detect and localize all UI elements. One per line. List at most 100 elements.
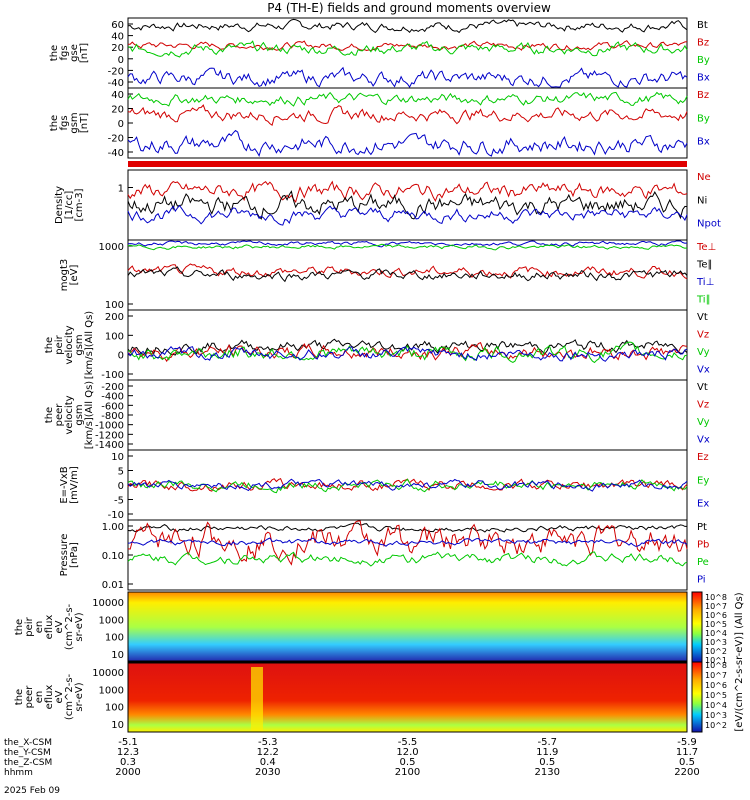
y-tick-label: -40 <box>108 148 124 159</box>
panel-2 <box>128 161 687 167</box>
x-row-value: 0.4 <box>260 757 276 768</box>
y-tick-label: 200 <box>105 312 124 323</box>
colorbar-tick: 10^4 <box>705 701 727 710</box>
y-tick-label: -200 <box>101 382 124 393</box>
x-row-value: 0.5 <box>679 757 695 768</box>
legend-By: By <box>697 113 710 124</box>
legend-Vz: Vz <box>697 330 709 341</box>
y-tick-label: 0 <box>118 119 124 130</box>
colorbar: 10^810^710^610^510^410^310^210^110^810^7… <box>691 591 745 733</box>
y-axis-label: peer <box>54 403 65 427</box>
series-Bx <box>127 129 688 157</box>
panel-6: -200-400-600-800-1000-1200-1400 the peer ve… <box>44 379 710 451</box>
y-tick-label: 100 <box>105 703 124 714</box>
y-tick-label: 0 <box>118 55 124 66</box>
y-axis-label: eflux <box>44 615 55 640</box>
y-tick-label: -20 <box>108 134 124 145</box>
status-bar <box>128 161 687 167</box>
colorbar-tick: 10^7 <box>705 602 727 611</box>
series-Bx <box>127 66 688 88</box>
y-tick-label: 10000 <box>92 668 124 679</box>
y-tick-label: 60 <box>111 20 124 31</box>
legend-Vx: Vx <box>697 435 710 446</box>
legend-Te∥: Te∥ <box>696 260 713 271</box>
colorbar-tick: 10^5 <box>705 691 727 700</box>
colorbar-tick: 10^8 <box>705 661 727 670</box>
x-row-value: 12.3 <box>117 747 139 758</box>
y-axis-label: E=-VxB <box>59 466 70 503</box>
legend-Ti⊥: Ti⊥ <box>696 277 714 288</box>
y-tick-label: -20 <box>108 66 124 77</box>
panel-1: 40 20 0 -20 -40 the fgs gsm [nT] Bz By Bx <box>49 87 710 159</box>
series-Pb <box>127 520 688 566</box>
spectro-feature <box>250 667 263 732</box>
series-Vx <box>127 346 688 362</box>
y-tick-label: 1000 <box>99 242 124 253</box>
y-axis-label: (cm^2-s- <box>64 603 75 650</box>
series-Pt <box>127 522 687 533</box>
legend-Pi: Pi <box>697 575 706 586</box>
y-tick-label: 10000 <box>92 598 124 609</box>
panel-frame <box>127 17 688 89</box>
colorbar-tick: 10^5 <box>705 620 727 629</box>
y-tick-label: 1 <box>118 184 124 195</box>
x-row-value: 0.5 <box>400 757 416 768</box>
x-row-label: hhmm <box>4 768 33 778</box>
legend-Bx: Bx <box>697 73 710 84</box>
panel-frame <box>127 169 688 241</box>
legend-Ni: Ni <box>697 195 707 206</box>
series-Pi <box>127 537 688 547</box>
legend-Vz: Vz <box>697 400 709 411</box>
legend-Ti∥: Ti∥ <box>696 295 711 306</box>
y-tick-label: 0.10 <box>102 551 124 562</box>
y-axis-label: velocity <box>64 395 75 434</box>
y-tick-label: -600 <box>101 401 124 412</box>
legend-By: By <box>697 55 710 66</box>
y-axis-label: [eV] <box>69 265 80 286</box>
y-axis-label: [nT] <box>79 43 90 63</box>
legend-Npot: Npot <box>697 219 721 230</box>
y-axis-label: sr-eV) <box>74 612 85 641</box>
series-Ne <box>127 180 688 203</box>
x-row-value: 11.7 <box>676 747 698 758</box>
y-axis-label: gsm <box>74 404 85 425</box>
y-tick-label: -40 <box>108 78 124 89</box>
y-axis-label: [1/cc] <box>64 191 75 220</box>
x-row-value: 2130 <box>535 767 560 778</box>
legend-Te⊥: Te⊥ <box>696 242 716 253</box>
colorbar-top <box>691 591 703 663</box>
x-row-value: 2200 <box>674 767 699 778</box>
x-row-value: -5.1 <box>118 737 138 748</box>
y-axis-label: peer <box>24 685 35 709</box>
x-row-value: 12.0 <box>396 747 418 758</box>
y-axis-label: the <box>49 45 60 61</box>
colorbar-label: [eV/(cm^2-s-sr-eV)] (All Qs) <box>734 592 745 731</box>
legend-Ex: Ex <box>697 499 709 510</box>
spectrogram-0: 10000 1000 100 10 the peir en eflux eV (cm^2-s-sr… <box>14 591 688 663</box>
legend-Bt: Bt <box>697 20 708 31</box>
colorbar-tick: 10^6 <box>705 611 727 620</box>
y-tick-label: 1000 <box>99 685 124 696</box>
panel-4: 1000 100 mogt3 [eV] Te⊥ Te∥ Ti⊥ Ti∥ <box>59 239 716 311</box>
series-Te∥ <box>127 266 688 283</box>
x-row-value: -5.7 <box>537 737 557 748</box>
legend-Vt: Vt <box>697 312 708 323</box>
y-axis-label: en <box>34 621 45 634</box>
legend-Vy: Vy <box>697 417 710 428</box>
y-tick-label: 1.00 <box>102 522 124 533</box>
series-Ey <box>127 478 688 494</box>
x-axis-block: the_X-CSM -5.1 -5.3 -5.5 -5.7 -5.9 the_Y-CSM 12… <box>4 737 700 796</box>
y-axis-label: the <box>44 407 55 423</box>
colorbar-tick: 10^8 <box>705 593 727 602</box>
y-tick-label: 0.01 <box>102 580 124 591</box>
spectrogram-1: 10000 1000 100 10 the peer en eflux eV (cm^2-s-sr… <box>14 660 688 733</box>
y-tick-label: -1400 <box>95 440 124 451</box>
y-tick-label: -1200 <box>95 430 124 441</box>
y-axis-label: velocity <box>64 325 75 364</box>
x-row-value: 2030 <box>255 767 280 778</box>
date-label: 2025 Feb 09 <box>4 786 60 796</box>
y-tick-label: 100 <box>105 633 124 644</box>
x-row-value: 12.2 <box>257 747 279 758</box>
y-tick-label: 0 <box>118 481 124 492</box>
y-tick-label: 40 <box>111 32 124 43</box>
